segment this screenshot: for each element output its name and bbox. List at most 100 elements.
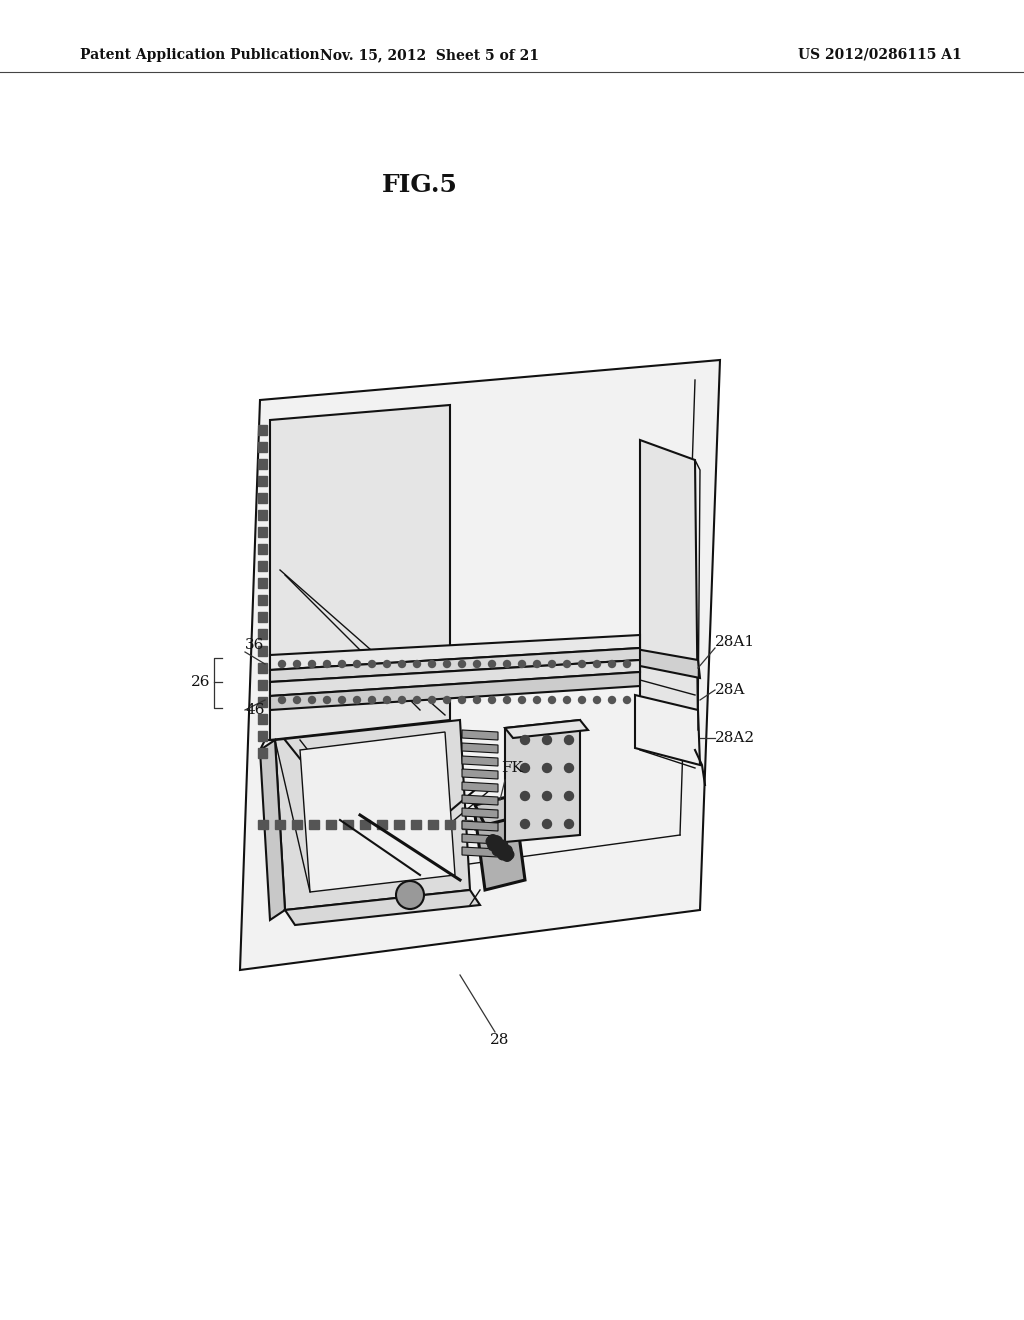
Polygon shape — [630, 648, 700, 678]
Polygon shape — [475, 795, 525, 825]
Circle shape — [369, 660, 376, 668]
Bar — [258, 510, 267, 520]
Polygon shape — [462, 821, 498, 832]
Circle shape — [369, 697, 376, 704]
Bar — [258, 612, 267, 622]
Circle shape — [324, 697, 331, 704]
Text: US 2012/0286115 A1: US 2012/0286115 A1 — [798, 48, 962, 62]
Bar — [479, 820, 489, 829]
Polygon shape — [300, 733, 455, 892]
Bar — [258, 697, 267, 708]
Polygon shape — [270, 635, 640, 671]
Circle shape — [502, 851, 512, 861]
Circle shape — [493, 846, 503, 855]
Circle shape — [384, 697, 390, 704]
Circle shape — [324, 660, 331, 668]
Circle shape — [520, 792, 529, 800]
Circle shape — [308, 660, 315, 668]
Polygon shape — [462, 781, 498, 792]
Circle shape — [594, 660, 600, 668]
Bar — [258, 714, 267, 723]
Circle shape — [353, 697, 360, 704]
Text: FK: FK — [501, 762, 523, 775]
Polygon shape — [275, 719, 470, 909]
Polygon shape — [462, 808, 498, 818]
Polygon shape — [635, 696, 700, 766]
Circle shape — [518, 660, 525, 668]
Polygon shape — [462, 743, 498, 752]
Circle shape — [459, 697, 466, 704]
Circle shape — [594, 697, 600, 704]
Circle shape — [498, 850, 508, 859]
Circle shape — [504, 697, 511, 704]
Polygon shape — [270, 648, 640, 682]
Circle shape — [504, 660, 511, 668]
Circle shape — [543, 763, 552, 772]
Circle shape — [520, 735, 529, 744]
Polygon shape — [240, 360, 720, 970]
Polygon shape — [270, 672, 640, 710]
Circle shape — [543, 792, 552, 800]
Circle shape — [502, 845, 512, 855]
Polygon shape — [505, 719, 588, 738]
Circle shape — [279, 660, 286, 668]
Polygon shape — [640, 440, 698, 730]
Bar — [258, 645, 267, 656]
Circle shape — [339, 697, 345, 704]
Circle shape — [398, 697, 406, 704]
Bar — [258, 492, 267, 503]
Circle shape — [534, 697, 541, 704]
Bar — [258, 731, 267, 741]
Circle shape — [549, 660, 555, 668]
Bar — [309, 820, 319, 829]
Bar — [258, 459, 267, 469]
Bar — [258, 630, 267, 639]
Circle shape — [608, 660, 615, 668]
Bar — [258, 595, 267, 605]
Polygon shape — [462, 834, 498, 843]
Polygon shape — [462, 756, 498, 766]
Circle shape — [459, 660, 466, 668]
Text: 36: 36 — [245, 638, 264, 652]
Bar — [258, 663, 267, 673]
Circle shape — [563, 697, 570, 704]
Circle shape — [488, 660, 496, 668]
Bar — [377, 820, 387, 829]
Polygon shape — [462, 770, 498, 779]
Polygon shape — [270, 660, 640, 696]
Bar — [275, 820, 285, 829]
Circle shape — [353, 660, 360, 668]
Text: 28A2: 28A2 — [715, 731, 755, 744]
Circle shape — [443, 660, 451, 668]
Circle shape — [608, 697, 615, 704]
Circle shape — [486, 837, 497, 846]
Bar — [258, 680, 267, 690]
Circle shape — [549, 697, 555, 704]
Circle shape — [414, 660, 421, 668]
Circle shape — [339, 660, 345, 668]
Bar — [326, 820, 336, 829]
Bar — [258, 425, 267, 436]
Circle shape — [487, 834, 498, 845]
Polygon shape — [475, 805, 525, 890]
Circle shape — [279, 697, 286, 704]
Bar — [462, 820, 472, 829]
Circle shape — [520, 763, 529, 772]
Bar — [411, 820, 421, 829]
Circle shape — [428, 697, 435, 704]
Circle shape — [563, 660, 570, 668]
Circle shape — [294, 660, 300, 668]
Text: 46: 46 — [245, 704, 264, 717]
Bar — [428, 820, 438, 829]
Bar — [258, 561, 267, 572]
Bar — [258, 442, 267, 451]
Circle shape — [564, 763, 573, 772]
Bar — [394, 820, 404, 829]
Circle shape — [428, 660, 435, 668]
Circle shape — [543, 820, 552, 829]
Circle shape — [487, 841, 498, 850]
Text: 28: 28 — [490, 1034, 510, 1047]
Circle shape — [624, 660, 631, 668]
Bar — [258, 477, 267, 486]
Circle shape — [473, 697, 480, 704]
